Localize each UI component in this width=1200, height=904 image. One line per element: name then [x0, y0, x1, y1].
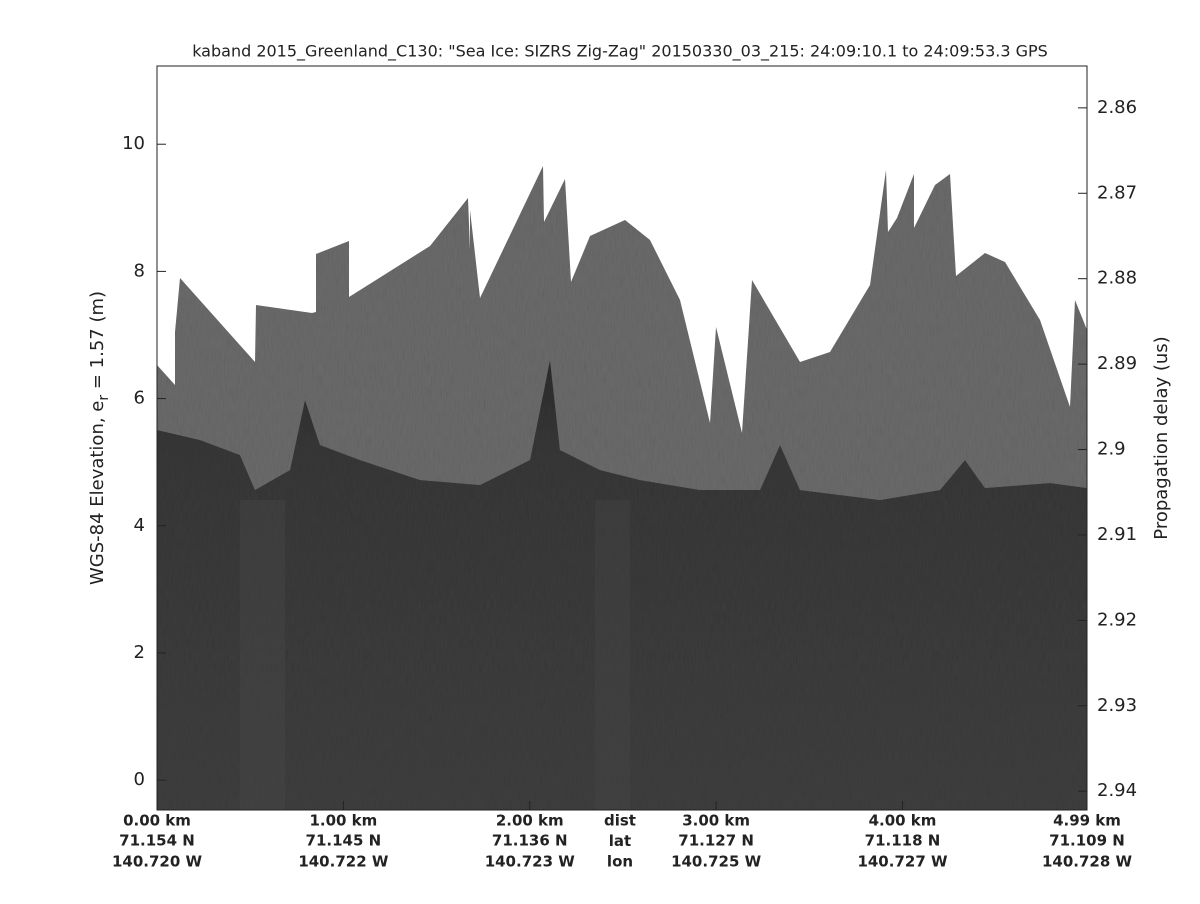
chart-title: kaband 2015_Greenland_C130: "Sea Ice: SI… — [192, 42, 1048, 62]
y2-tick-label: 2.94 — [1097, 780, 1137, 801]
x-tick-label: 1.00 km — [309, 812, 377, 830]
row-label: lon — [607, 853, 633, 871]
plot-frame — [156, 65, 1088, 811]
lon-label: 140.720 W — [112, 853, 203, 871]
x-tick-label: 4.99 km — [1053, 812, 1121, 830]
y2-tick-label: 2.9 — [1097, 439, 1126, 460]
y2-axis-label: Propagation delay (us) — [1151, 336, 1172, 539]
row-label: lat — [609, 832, 631, 850]
echogram-streak — [595, 500, 630, 810]
lon-label: 140.727 W — [857, 853, 948, 871]
y2-tick-label: 2.93 — [1097, 695, 1137, 716]
y2-tick-label: 2.86 — [1097, 97, 1137, 118]
y-axis-label: WGS-84 Elevation, er = 1.57 (m) — [87, 291, 112, 585]
lon-label: 140.725 W — [671, 853, 762, 871]
y-label-subscript: r — [96, 395, 112, 401]
y-label-text: = 1.57 (m) — [87, 291, 108, 395]
lat-label: 71.154 N — [119, 832, 195, 850]
y2-tick-label: 2.92 — [1097, 609, 1137, 630]
y2-tick-label: 2.89 — [1097, 353, 1137, 374]
echogram-lower — [157, 360, 1087, 810]
y2-tick-label: 2.87 — [1097, 182, 1137, 203]
lon-label: 140.723 W — [485, 853, 576, 871]
lat-label: 71.118 N — [865, 832, 941, 850]
y2-tick-label: 2.88 — [1097, 268, 1137, 289]
lat-label: 71.127 N — [678, 832, 754, 850]
y-tick-label: 2 — [134, 642, 145, 663]
echogram-streak — [240, 500, 285, 810]
x-tick-label: 4.00 km — [869, 812, 937, 830]
row-label: dist — [604, 812, 636, 830]
y2-tick-label: 2.91 — [1097, 524, 1137, 545]
y-tick-label: 10 — [122, 133, 145, 154]
y-tick-label: 0 — [134, 769, 145, 790]
y-tick-label: 4 — [134, 515, 145, 536]
lat-label: 71.136 N — [492, 832, 568, 850]
x-tick-label: 0.00 km — [123, 812, 191, 830]
x-tick-label: 3.00 km — [682, 812, 750, 830]
x-tick-label: 2.00 km — [496, 812, 564, 830]
y-tick-label: 8 — [134, 260, 145, 281]
lat-label: 71.109 N — [1049, 832, 1125, 850]
echogram-image — [157, 166, 1087, 810]
y-label-text: WGS-84 Elevation, e — [87, 401, 108, 585]
lat-label: 71.145 N — [306, 832, 382, 850]
y-tick-label: 6 — [134, 388, 145, 409]
lon-label: 140.728 W — [1042, 853, 1133, 871]
lon-label: 140.722 W — [298, 853, 389, 871]
